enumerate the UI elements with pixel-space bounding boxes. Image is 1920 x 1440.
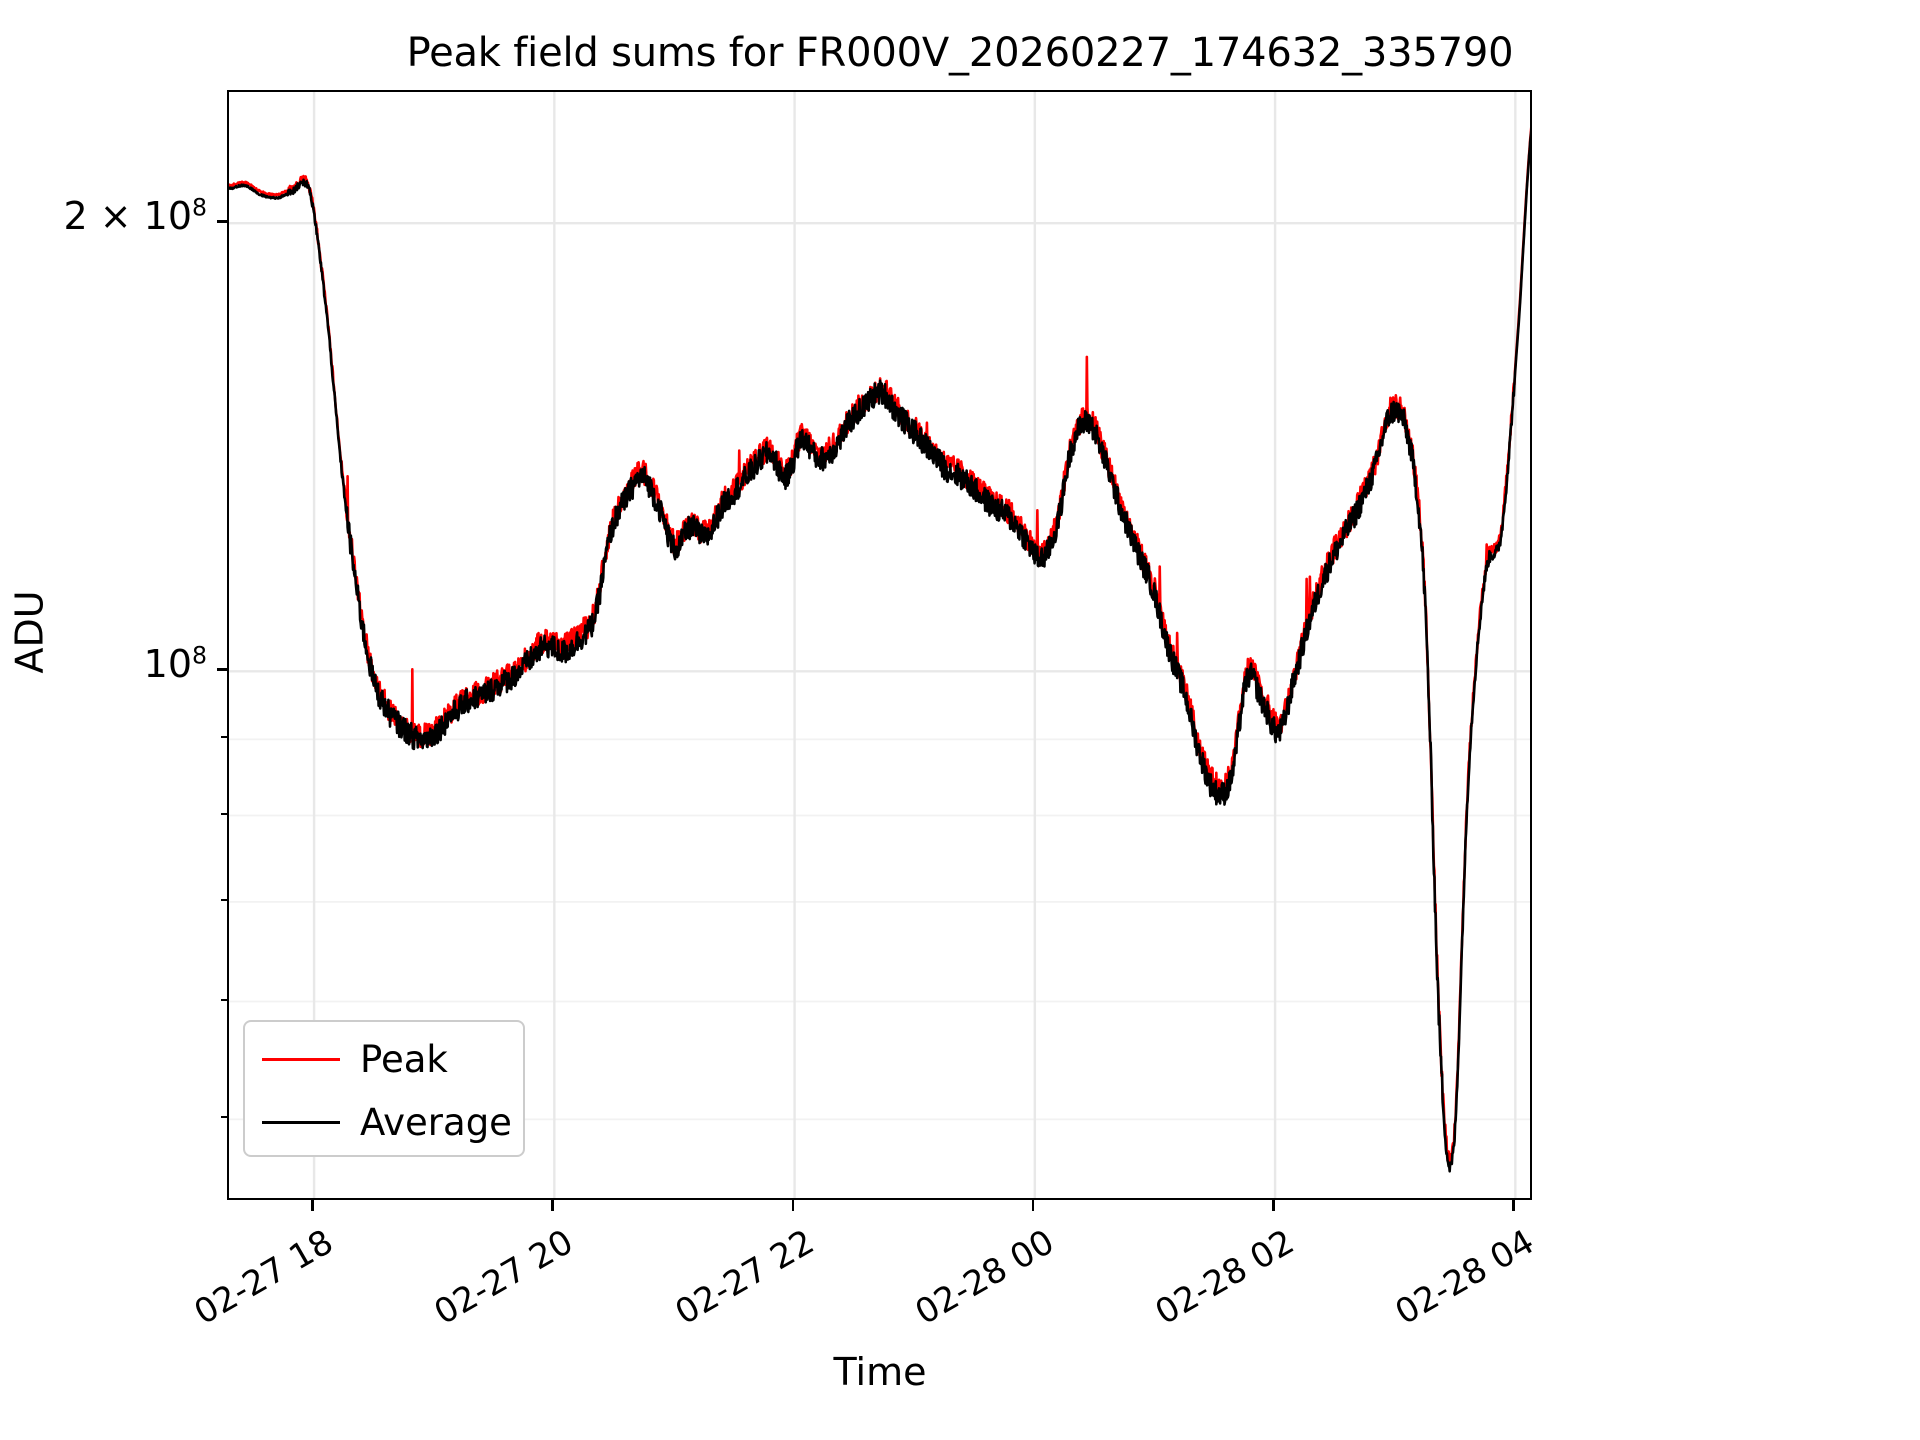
series-line-average <box>229 130 1530 1173</box>
legend-color-swatch-peak <box>262 1057 340 1061</box>
y-minor-tickmark <box>221 1116 227 1119</box>
legend-label-average: Average <box>360 1100 512 1144</box>
x-tickmark <box>1031 1200 1035 1211</box>
x-tickmark <box>1512 1200 1515 1211</box>
legend-color-swatch-average <box>262 1120 340 1124</box>
y-minor-tickmark <box>221 736 227 739</box>
chart-title: Peak field sums for FR000V_20260227_1746… <box>406 30 1514 76</box>
y-tickmark <box>217 220 227 223</box>
x-tickmark <box>1272 1200 1275 1211</box>
y-tick-label: 2 × 108 <box>63 193 207 239</box>
y-minor-tickmark <box>221 898 227 901</box>
y-tickmark <box>217 668 227 671</box>
y-minor-tickmark <box>221 812 227 815</box>
x-tickmark <box>551 1200 554 1211</box>
legend-entry-average: Average <box>245 1091 523 1153</box>
y-tick-label: 108 <box>143 641 207 687</box>
y-minor-tickmark <box>221 998 227 1001</box>
x-axis-label: Time <box>833 1350 927 1394</box>
plot-svg <box>229 92 1530 1198</box>
chart-legend: Peak Average <box>243 1020 525 1157</box>
plot-area <box>227 90 1532 1200</box>
x-tickmark <box>791 1200 795 1211</box>
legend-label-peak: Peak <box>360 1037 448 1081</box>
y-axis-label: ADU <box>7 590 52 674</box>
x-tickmark <box>311 1200 314 1211</box>
series-line-peak <box>229 127 1530 1164</box>
legend-entry-peak: Peak <box>245 1028 523 1090</box>
gridlines <box>229 92 1530 1198</box>
